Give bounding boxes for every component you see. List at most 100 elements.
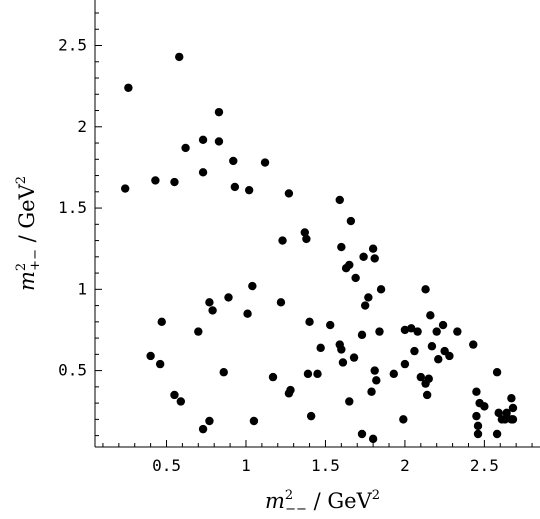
data-point (500, 415, 510, 424)
data-point (268, 372, 278, 382)
data-point (375, 327, 384, 336)
data-point (400, 325, 410, 335)
data-point (508, 415, 518, 424)
data-point (205, 416, 214, 426)
data-point (170, 177, 179, 187)
y-tick-label: 1 (77, 279, 87, 298)
data-point (230, 182, 240, 192)
data-point (400, 359, 410, 369)
data-point (276, 298, 286, 307)
data-point (305, 317, 314, 327)
x-tick-label: 2.5 (470, 456, 499, 475)
data-point (278, 236, 287, 245)
data-point (389, 369, 398, 379)
data-point (360, 301, 370, 310)
data-point (260, 158, 270, 167)
data-point (368, 434, 378, 444)
data-point (359, 252, 368, 262)
data-point (357, 429, 367, 439)
data-point (370, 366, 379, 375)
data-point (175, 52, 184, 62)
data-point (492, 429, 502, 439)
y-tick-label: 0.5 (58, 361, 87, 380)
y-tick-label: 2 (77, 117, 87, 136)
x-axis-superscript: 2 (285, 488, 293, 503)
data-point (507, 394, 516, 403)
x-tick-label: 1 (241, 456, 251, 475)
data-point (219, 368, 228, 377)
data-point (326, 320, 335, 330)
y-axis-superscript: 2 (14, 263, 29, 271)
data-point (508, 403, 518, 413)
data-point (421, 285, 430, 294)
data-point (316, 343, 325, 353)
data-point (248, 281, 257, 291)
data-point (176, 397, 186, 406)
data-point (124, 83, 133, 92)
x-axis-title: m2 −− / GeV2 (265, 488, 380, 517)
data-point (502, 408, 511, 418)
data-point (198, 135, 208, 144)
data-point (364, 293, 373, 302)
data-points (120, 52, 518, 444)
x-axis-unit-superscript: 2 (372, 488, 380, 503)
y-axis-unit: / GeV (15, 183, 39, 249)
x-axis-symbol: m (265, 489, 285, 513)
data-point (432, 327, 441, 336)
data-point (284, 189, 294, 198)
data-point (346, 216, 356, 226)
data-point (494, 408, 503, 418)
data-point (480, 402, 489, 411)
data-point (335, 195, 344, 205)
data-point (151, 176, 160, 185)
data-point (407, 324, 416, 333)
data-point (194, 327, 203, 336)
data-point (284, 389, 294, 398)
data-point (492, 368, 502, 377)
x-tick-label: 1.5 (311, 456, 340, 475)
x-axis-subscript: −− (285, 502, 307, 517)
y-axis-symbol: m (15, 271, 39, 291)
data-point (410, 346, 419, 356)
data-point (181, 143, 190, 153)
data-point (473, 429, 483, 439)
data-point (224, 293, 233, 302)
data-point (300, 228, 309, 237)
data-point (208, 306, 217, 315)
data-point (453, 327, 462, 336)
data-point (413, 327, 422, 336)
y-axis-unit-superscript: 2 (14, 176, 29, 184)
data-point (469, 340, 478, 349)
data-point (399, 415, 408, 424)
data-point (198, 168, 208, 177)
data-point (338, 358, 348, 367)
data-point (472, 387, 481, 396)
y-axis-title: m2+− / GeV2 (14, 176, 43, 291)
data-point (303, 369, 313, 379)
data-point (205, 298, 214, 307)
axes (94, 0, 540, 448)
data-point (370, 254, 379, 263)
data-point (120, 184, 130, 193)
data-point (438, 320, 448, 330)
data-point (357, 330, 367, 340)
data-point (155, 359, 165, 369)
y-tick-label: 2.5 (58, 36, 87, 55)
data-point (349, 353, 359, 362)
data-point (345, 397, 354, 406)
data-point (229, 156, 238, 166)
data-point (337, 242, 346, 252)
data-point (146, 351, 155, 361)
data-point (313, 369, 322, 379)
ticks: 0.5 1 1.5 2 2.5 0.5 1 1.5 2 2.5 (58, 12, 533, 475)
data-point (472, 411, 481, 421)
y-axis-subscript: +− (28, 249, 43, 271)
data-point (445, 351, 454, 361)
data-point (426, 311, 435, 320)
data-point (376, 285, 386, 294)
data-point (243, 309, 252, 318)
data-point (345, 260, 354, 270)
data-point (434, 355, 443, 364)
data-point (372, 376, 381, 385)
